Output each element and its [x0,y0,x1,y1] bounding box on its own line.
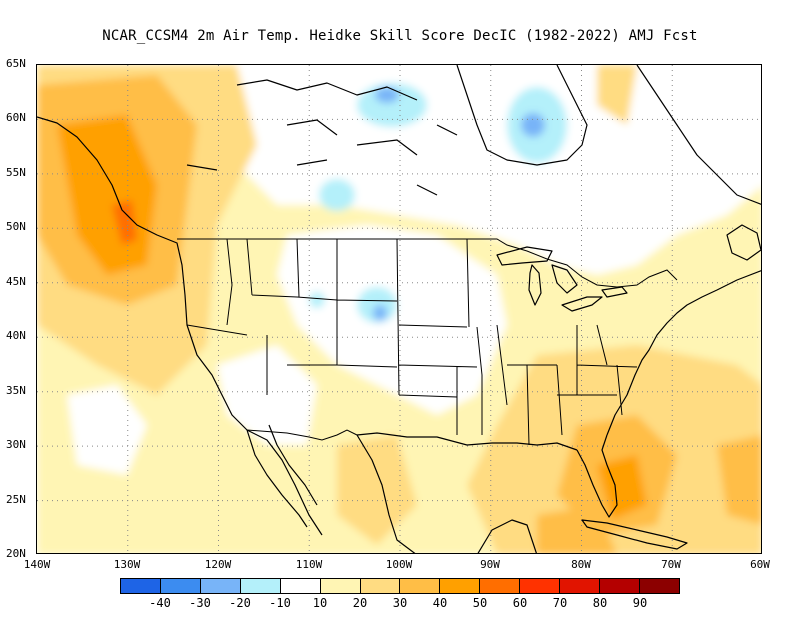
color-legend [120,578,680,594]
shade-orange [717,435,761,525]
gulf-mexico-west-coastline [356,434,416,553]
lat-label: 50N [6,220,26,233]
legend-label: 40 [432,596,448,610]
lake-ontario [601,286,628,298]
lat-label: 55N [6,166,26,179]
lake-erie [561,296,603,312]
yucatan-coastline [477,519,537,553]
lat-label: 45N [6,275,26,288]
legend-swatch [600,579,640,593]
lat-label: 20N [6,547,26,560]
shade-red-orange [112,200,137,245]
cuba-coastline [581,519,688,550]
legend-swatch [200,579,241,593]
lon-label: 140W [23,558,51,571]
lat-label: 30N [6,438,26,451]
legend-swatch [280,579,321,593]
lat-label: 25N [6,493,26,506]
lon-label: 90W [480,558,500,571]
atlantic-coastline [606,270,761,436]
gridlines [37,65,761,553]
shade-blue [373,305,387,321]
legend-label: 30 [392,596,408,610]
lon-label: 60W [750,558,770,571]
shade-light-blue [357,287,397,323]
shade-blue [375,87,399,103]
legend-swatch [121,579,161,593]
shade-light-blue [319,179,355,211]
legend-swatch [400,579,441,593]
gulf-california-coastline [268,424,318,506]
lon-label: 80W [571,558,591,571]
lat-label: 65N [6,57,26,70]
shade-light-blue [357,83,427,127]
gulf-mexico-north-coastline [356,432,578,451]
legend-swatch [480,579,521,593]
shade-blue [521,113,545,137]
legend-swatch [360,579,401,593]
pacific-coastline [37,116,323,536]
shade-white [277,225,507,415]
lon-label: 130W [113,558,141,571]
state-lines [186,238,638,446]
lon-label: 100W [385,558,413,571]
legend-swatch [560,579,601,593]
legend-swatch [520,579,561,593]
legend-label: 20 [352,596,368,610]
legend-label: 60 [512,596,528,610]
lon-label: 70W [661,558,681,571]
labrador-coastline [636,65,761,205]
map-title: NCAR_CCSM4 2m Air Temp. Heidke Skill Sco… [102,28,698,44]
legend-label: -20 [229,596,251,610]
legend-label: 70 [552,596,568,610]
legend-swatch [240,579,281,593]
lat-label: 35N [6,384,26,397]
legend-label: 10 [312,596,328,610]
florida-coastline [576,434,618,518]
borders [177,238,678,446]
legend-label: -10 [269,596,291,610]
lon-label: 120W [204,558,232,571]
shade-yellow [337,435,417,545]
coastlines [37,65,761,553]
us-canada-border [177,238,678,288]
lake-superior [496,246,553,266]
lon-label: 110W [295,558,323,571]
shade-light-blue [309,292,325,308]
legend-swatch [440,579,481,593]
legend-swatch [639,579,679,593]
shade-orange [537,505,617,553]
skill-score-map [36,64,762,554]
lat-label: 40N [6,329,26,342]
legend-label: 90 [632,596,648,610]
lake-michigan [528,264,542,306]
lake-huron [551,264,578,294]
legend-swatch [320,579,361,593]
arctic-islands [186,79,458,196]
lat-label: 60N [6,111,26,124]
legend-label: 80 [592,596,608,610]
us-mexico-border [246,429,358,441]
hudson-bay-coastline [456,65,588,166]
map-canvas [37,65,761,553]
legend-swatch [160,579,201,593]
baja-coastline [246,429,308,528]
shade-white [677,85,761,175]
newfoundland-coastline [726,224,761,261]
legend-label: 50 [472,596,488,610]
shade-white [67,385,147,475]
legend-label: -30 [189,596,211,610]
shade-yellow [597,65,637,125]
legend-label: -40 [149,596,171,610]
